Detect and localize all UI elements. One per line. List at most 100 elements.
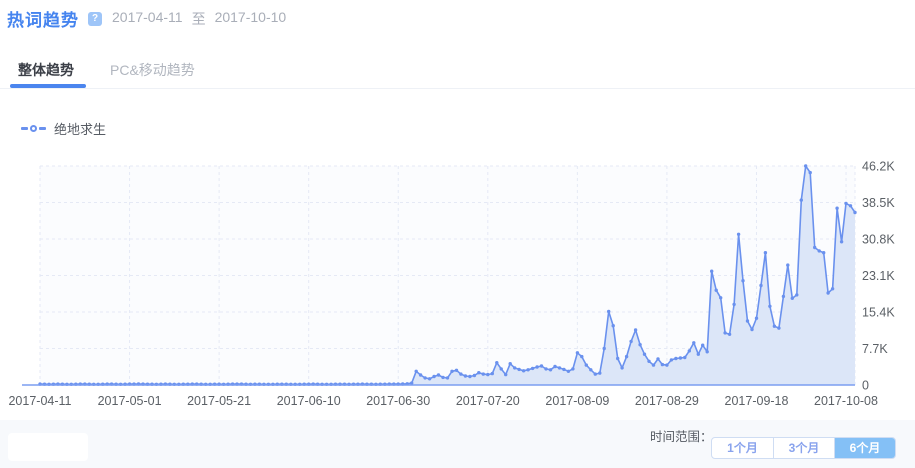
data-point[interactable] [441,375,445,380]
data-point[interactable] [427,377,432,381]
tab-overall-trend[interactable]: 整体趋势 [18,62,74,78]
data-point[interactable] [418,373,423,377]
data-point[interactable] [607,309,611,314]
data-point[interactable] [602,346,606,351]
data-point[interactable] [477,371,481,375]
data-point[interactable] [624,354,629,359]
data-point[interactable] [638,343,642,347]
range-button-3-month[interactable]: 3个月 [773,438,834,458]
data-point[interactable] [719,296,723,300]
data-point[interactable] [513,366,517,370]
data-point[interactable] [495,361,499,365]
data-point[interactable] [701,343,705,347]
data-point[interactable] [504,372,508,377]
data-point[interactable] [423,376,427,380]
data-point[interactable] [589,368,593,372]
data-point[interactable] [795,293,799,297]
data-point[interactable] [616,356,620,361]
data-point[interactable] [745,319,750,323]
data-point[interactable] [642,352,647,356]
data-point[interactable] [463,374,468,378]
data-point[interactable] [692,341,696,345]
data-point[interactable] [696,352,700,356]
data-point[interactable] [459,372,463,376]
data-point[interactable] [530,366,535,371]
data-point[interactable] [566,369,571,373]
data-point[interactable] [853,210,857,215]
data-point[interactable] [786,263,790,267]
data-point[interactable] [593,372,597,376]
data-point[interactable] [669,358,674,362]
data-point[interactable] [710,269,714,273]
data-point[interactable] [830,287,835,291]
data-point[interactable] [539,364,544,368]
data-point[interactable] [656,357,660,361]
data-point[interactable] [723,331,727,335]
data-point[interactable] [575,351,580,355]
data-point[interactable] [508,362,512,366]
data-point[interactable] [777,326,781,330]
data-point[interactable] [535,365,539,369]
data-point[interactable] [799,198,803,202]
data-point[interactable] [454,368,459,372]
data-point[interactable] [683,355,687,360]
data-point[interactable] [651,363,656,367]
data-point[interactable] [826,291,830,295]
data-point[interactable] [839,240,844,244]
data-point[interactable] [714,288,718,292]
data-point[interactable] [741,279,745,283]
data-point[interactable] [727,332,732,336]
data-point[interactable] [526,368,530,372]
data-point[interactable] [687,349,691,353]
data-point[interactable] [647,359,651,363]
data-point[interactable] [665,363,669,367]
data-point[interactable] [432,374,436,379]
data-point[interactable] [736,232,741,236]
data-point[interactable] [822,251,826,255]
data-point[interactable] [817,249,821,253]
data-point[interactable] [750,327,754,332]
data-point[interactable] [490,371,494,376]
data-point[interactable] [544,367,548,371]
data-point[interactable] [763,251,768,255]
data-point[interactable] [705,350,709,354]
data-point[interactable] [844,201,848,206]
data-point[interactable] [768,304,772,308]
data-point[interactable] [674,356,678,361]
data-point[interactable] [781,294,786,299]
range-button-1-month[interactable]: 1个月 [727,441,758,455]
data-point[interactable] [562,367,566,372]
data-point[interactable] [517,367,521,372]
data-point[interactable] [557,366,562,370]
data-point[interactable] [472,373,477,378]
help-icon[interactable]: ? [88,11,102,26]
data-point[interactable] [633,328,638,332]
data-point[interactable] [450,369,454,373]
data-point[interactable] [808,170,812,175]
data-point[interactable] [754,316,759,320]
data-point[interactable] [759,283,763,288]
data-point[interactable] [553,364,557,369]
data-point[interactable] [835,206,839,210]
range-button-6-month[interactable]: 6个月 [834,438,895,458]
data-point[interactable] [571,367,575,371]
data-point[interactable] [499,367,503,371]
data-point[interactable] [521,369,526,373]
data-point[interactable] [611,324,615,328]
data-point[interactable] [804,164,808,168]
data-point[interactable] [620,366,624,370]
data-point[interactable] [790,296,794,300]
data-point[interactable] [414,369,418,373]
data-point[interactable] [580,354,584,359]
data-point[interactable] [584,363,588,367]
data-point[interactable] [486,372,490,377]
data-point[interactable] [481,372,485,376]
data-point[interactable] [468,374,472,379]
data-point[interactable] [598,371,602,375]
data-point[interactable] [848,204,853,208]
legend-item[interactable]: 绝地求生 [21,121,106,137]
data-point[interactable] [445,376,450,380]
data-point[interactable] [629,339,633,344]
data-point[interactable] [660,362,665,367]
trend-chart[interactable]: 46.2K 38.5K 30.8K 23.1K 15.4K 7.7K 0 2017-04-11… [0,0,915,415]
